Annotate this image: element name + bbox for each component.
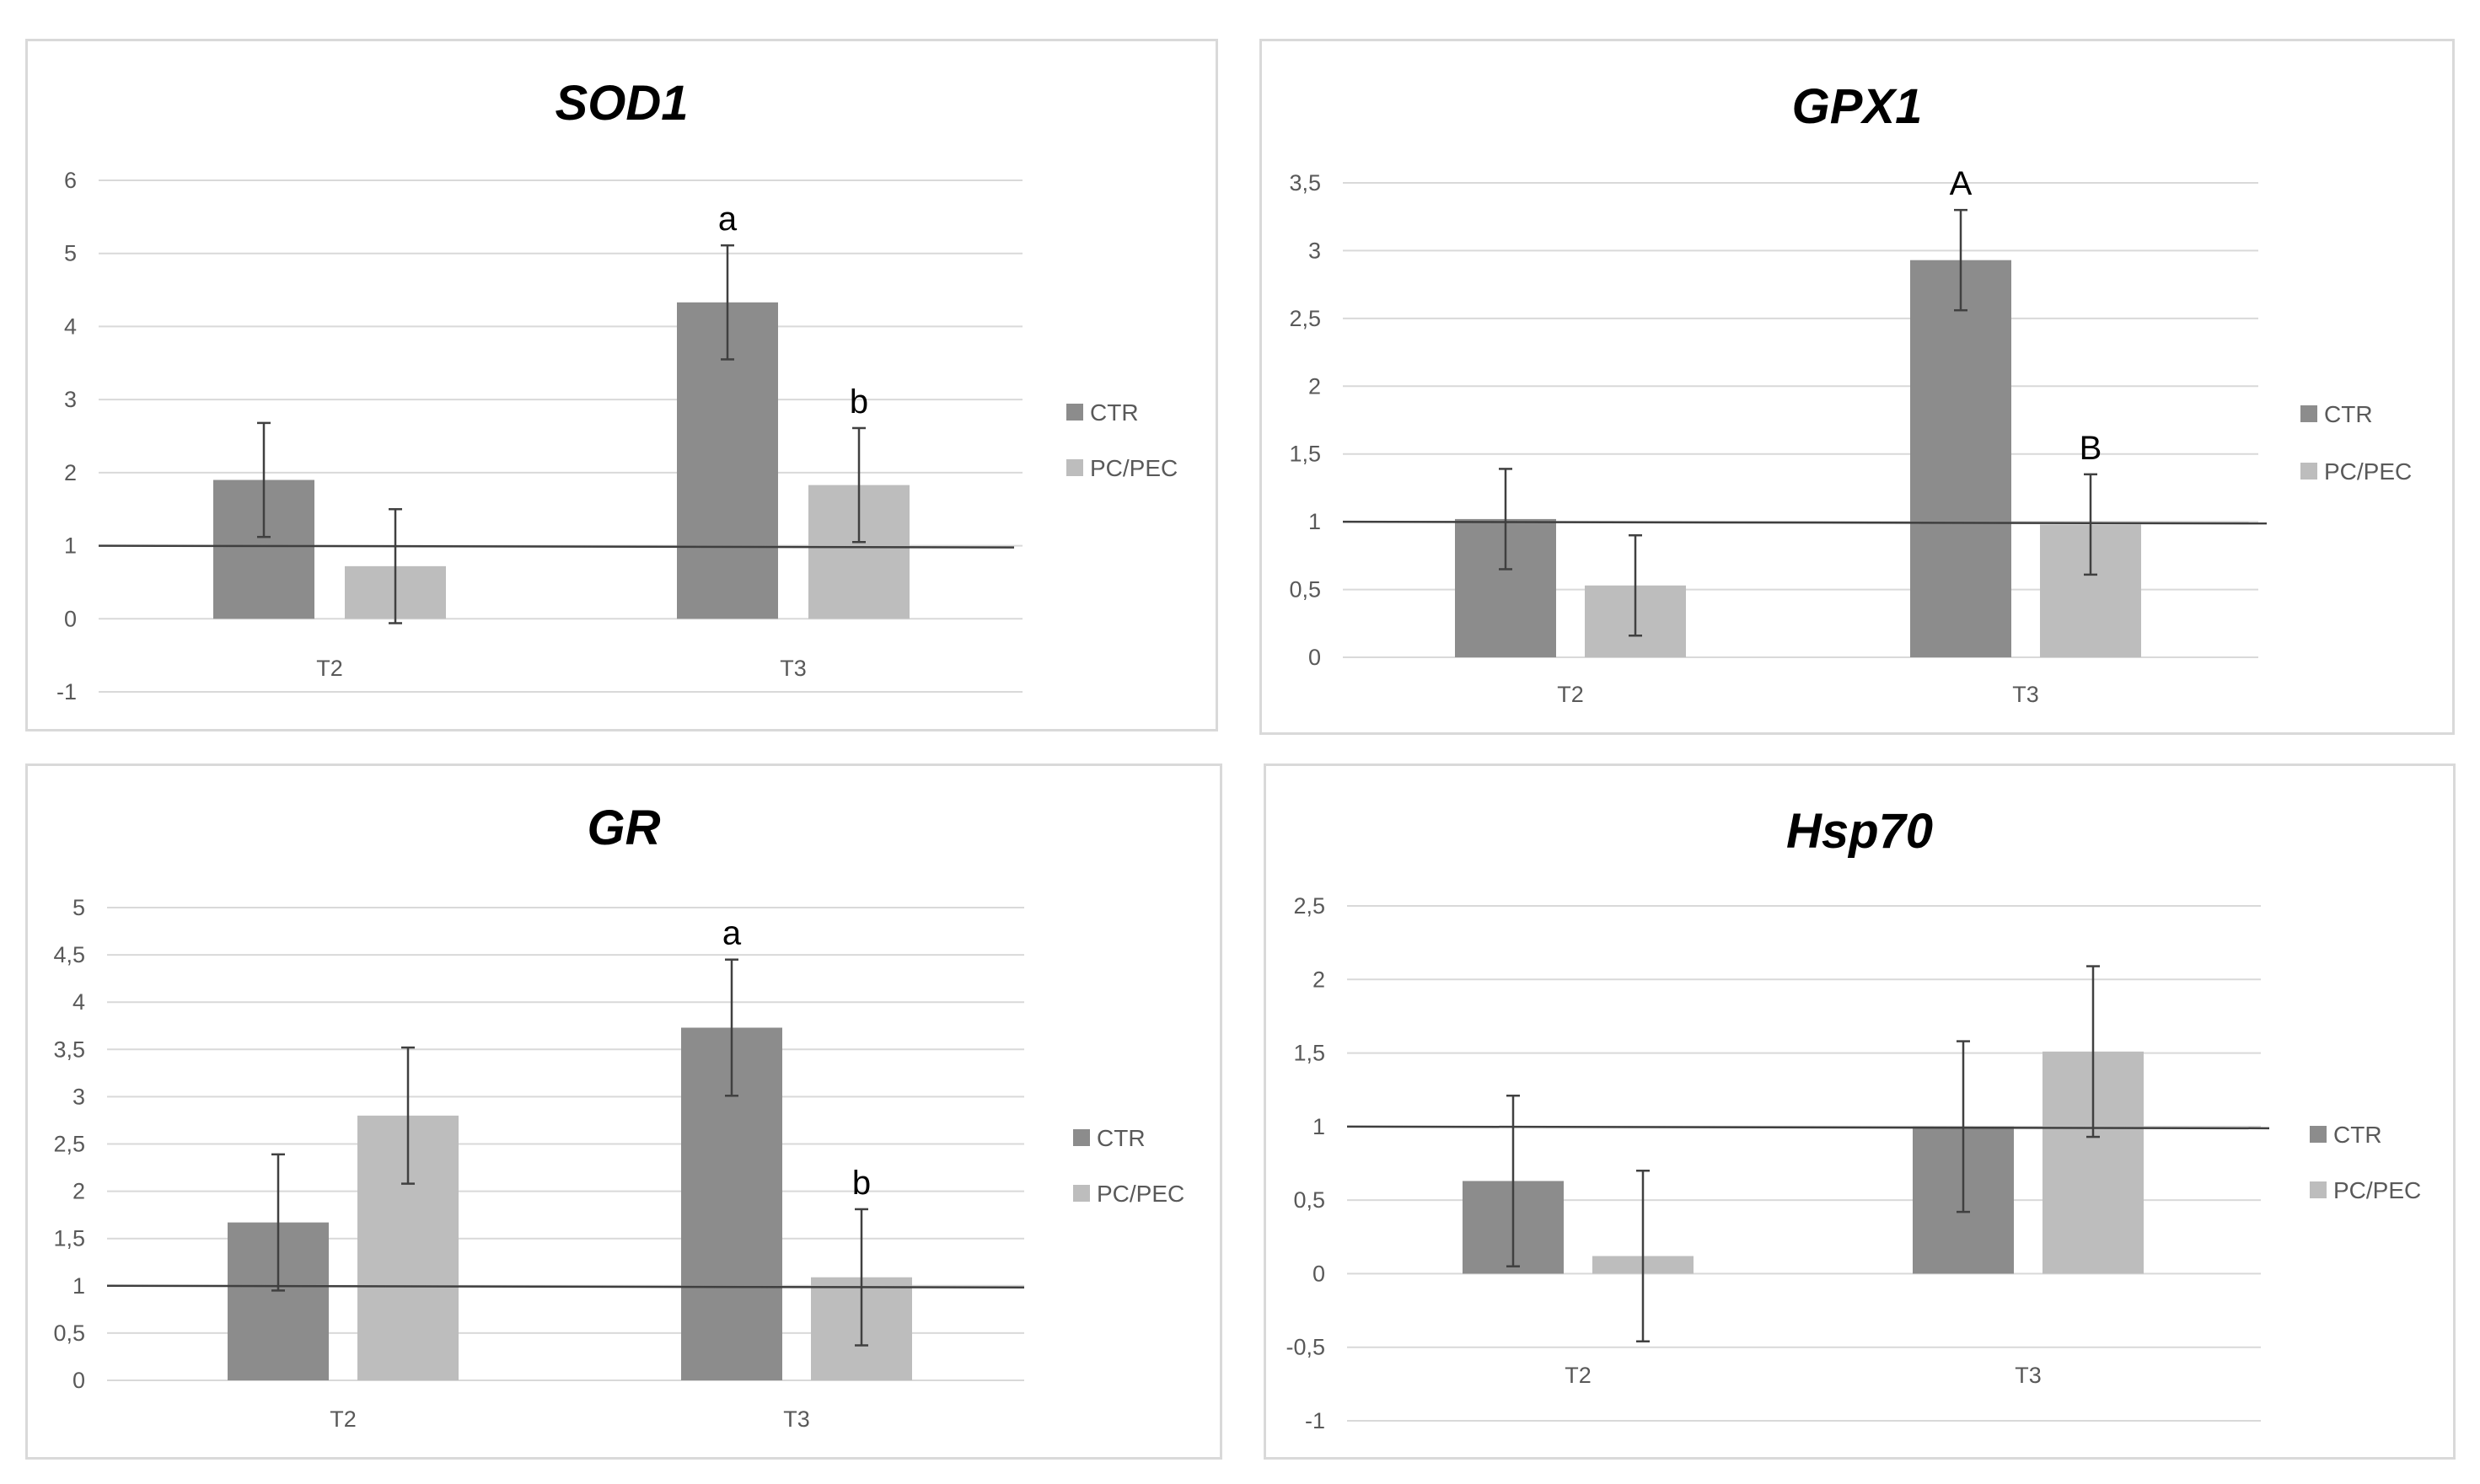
y-tick-label: 1,5 — [1293, 1041, 1325, 1066]
y-tick-label: 3 — [72, 1084, 85, 1109]
y-tick-label: 1 — [64, 533, 77, 559]
chart-title: GR — [587, 801, 661, 855]
legend-label: CTR — [2333, 1122, 2382, 1148]
legend-label: CTR — [1097, 1125, 1146, 1151]
chart-title: SOD1 — [555, 76, 689, 131]
reference-line — [1342, 520, 2268, 525]
reference-line — [98, 544, 1015, 549]
chart-panel-gr: GR 0 0,5 1 1,5 2 2,5 3 3,5 4 4,5 5 T2 a b T3 CTR PC/PEC — [25, 763, 1222, 1460]
y-tick-label: -1 — [56, 679, 77, 704]
legend-label: CTR — [1090, 399, 1139, 426]
chart-title: Hsp70 — [1785, 804, 1934, 859]
y-tick-label: 2,5 — [53, 1132, 85, 1157]
y-tick-label: 0 — [1308, 645, 1321, 670]
x-category-label: T3 — [780, 656, 807, 681]
y-tick-label: 2 — [1312, 967, 1325, 992]
chart-svg: 0 0,5 1 1,5 2 2,5 3 3,5 4 4,5 5 T2 a b T3 CTR PC/PEC — [53, 895, 1184, 1432]
chart-title: GPX1 — [1791, 79, 1923, 134]
y-tick-label: 2,5 — [1289, 306, 1321, 331]
legend-label: PC/PEC — [1090, 455, 1178, 481]
legend-swatch — [1073, 1129, 1090, 1146]
y-tick-label: 5 — [64, 241, 77, 266]
y-tick-label: 0,5 — [1293, 1187, 1325, 1213]
y-tick-label: 2 — [72, 1179, 85, 1204]
y-tick-label: 5 — [72, 895, 85, 920]
significance-label: B — [2080, 430, 2102, 467]
legend-swatch — [1066, 404, 1083, 421]
y-tick-label: 4 — [64, 313, 77, 339]
legend-label: PC/PEC — [1097, 1181, 1184, 1207]
chart-svg: -1 -0,5 0 0,5 1 1,5 2 2,5 T2 T3 CTR PC/PEC — [1286, 893, 2421, 1433]
y-tick-label: 1 — [1308, 509, 1321, 534]
y-tick-label: 3,5 — [1289, 170, 1321, 196]
x-category-label: T3 — [2012, 682, 2039, 707]
y-tick-label: 0,5 — [1289, 577, 1321, 603]
significance-label: a — [718, 201, 738, 238]
y-tick-label: 4 — [72, 989, 85, 1015]
legend-swatch — [2300, 463, 2317, 479]
y-tick-label: 1 — [1312, 1114, 1325, 1139]
significance-label: b — [850, 383, 868, 421]
y-tick-label: 0 — [64, 606, 77, 631]
x-category-label: T2 — [330, 1406, 357, 1432]
y-tick-label: 2 — [64, 460, 77, 485]
y-tick-label: 3 — [1308, 238, 1321, 263]
significance-label: b — [852, 1165, 871, 1202]
y-tick-label: 2,5 — [1293, 893, 1325, 919]
chart-panel-hsp70: Hsp70 -1 -0,5 0 0,5 1 1,5 2 2,5 T2 T3 CTR PC/PEC — [1264, 763, 2456, 1460]
y-tick-label: 1,5 — [1289, 442, 1321, 467]
significance-label: A — [1950, 165, 1973, 202]
y-tick-label: 0 — [72, 1368, 85, 1393]
legend-swatch — [2310, 1181, 2327, 1198]
legend-label: CTR — [2324, 401, 2373, 427]
y-tick-label: 1,5 — [53, 1226, 85, 1251]
y-tick-label: 4,5 — [53, 942, 85, 967]
reference-line — [1346, 1125, 2270, 1130]
chart-panel-sod1: SOD1 -1 0 1 2 3 4 5 6 T2 a b T3 CTR PC/PEC — [25, 39, 1218, 731]
x-category-label: T3 — [2015, 1363, 2042, 1388]
y-tick-label: -1 — [1305, 1408, 1325, 1433]
x-category-label: T2 — [316, 656, 343, 681]
legend-label: PC/PEC — [2324, 458, 2412, 485]
legend-swatch — [2310, 1126, 2327, 1143]
y-tick-label: 0 — [1312, 1261, 1325, 1286]
legend-swatch — [1066, 459, 1083, 476]
x-category-label: T2 — [1557, 682, 1584, 707]
significance-label: a — [722, 915, 742, 952]
y-tick-label: 3 — [64, 387, 77, 412]
legend-label: PC/PEC — [2333, 1177, 2421, 1203]
y-tick-label: -0,5 — [1286, 1335, 1325, 1360]
chart-svg: 0 0,5 1 1,5 2 2,5 3 3,5 T2 A B T3 CTR PC/PEC — [1289, 165, 2412, 707]
y-tick-label: 3,5 — [53, 1037, 85, 1062]
bar-ctr-t3 — [1910, 260, 2011, 657]
x-category-label: T3 — [783, 1406, 810, 1432]
y-tick-label: 1 — [72, 1273, 85, 1299]
x-category-label: T2 — [1565, 1363, 1592, 1388]
legend-swatch — [1073, 1185, 1090, 1202]
y-tick-label: 6 — [64, 168, 77, 193]
chart-panel-gpx1: GPX1 0 0,5 1 1,5 2 2,5 3 3,5 T2 A B T3 CTR PC/PEC — [1259, 39, 2455, 735]
y-tick-label: 2 — [1308, 373, 1321, 399]
reference-line — [106, 1284, 1025, 1289]
chart-svg: -1 0 1 2 3 4 5 6 T2 a b T3 CTR PC/PEC — [56, 168, 1178, 704]
y-tick-label: 0,5 — [53, 1321, 85, 1346]
legend-swatch — [2300, 405, 2317, 422]
